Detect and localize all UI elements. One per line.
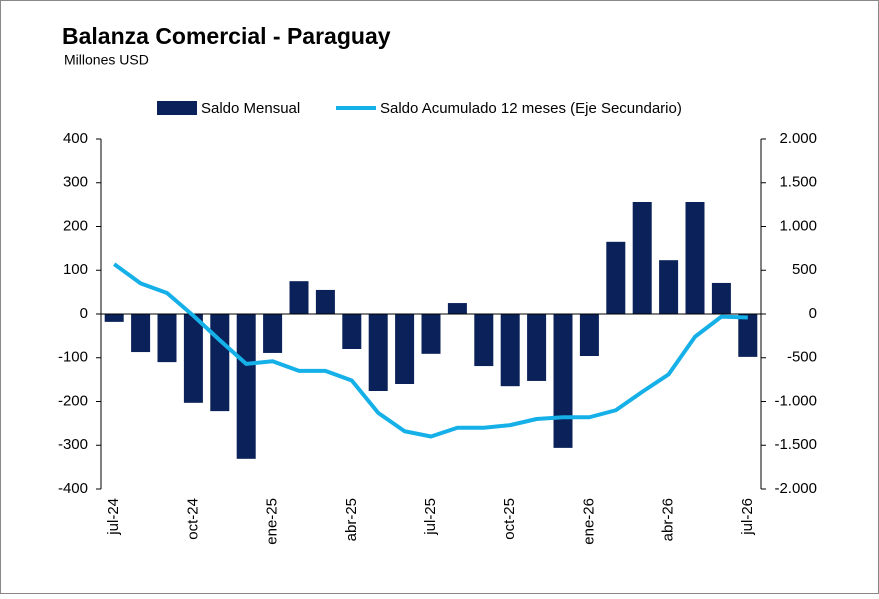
bar <box>659 260 679 314</box>
x-tick-label: oct-24 <box>184 498 201 540</box>
x-tick-label: ene-25 <box>264 498 281 545</box>
y-tick-label: 300 <box>63 174 88 191</box>
bar <box>421 314 441 354</box>
y-tick-label: 100 <box>63 261 88 278</box>
y-tick-label: 400 <box>63 130 88 147</box>
y2-tick-label: -500 <box>787 349 817 366</box>
bar <box>711 282 731 314</box>
bar <box>579 314 599 356</box>
y2-tick-label: 2.000 <box>779 130 817 147</box>
bar <box>157 314 177 363</box>
x-tick-label: abr-25 <box>343 498 360 541</box>
y-tick-label: -300 <box>58 436 88 453</box>
y2-tick-label: -1.500 <box>774 436 817 453</box>
chart-subtitle: Millones USD <box>64 52 149 68</box>
y-tick-label: -400 <box>58 480 88 497</box>
x-tick-label: abr-26 <box>660 498 677 541</box>
bar <box>315 289 335 314</box>
y-tick-label: -100 <box>58 349 88 366</box>
bar <box>210 314 230 412</box>
y2-tick-label: 500 <box>792 261 817 278</box>
y2-tick-label: -1.000 <box>774 392 817 409</box>
bar <box>131 314 151 353</box>
bar <box>236 314 256 459</box>
bar <box>342 314 362 349</box>
bar <box>183 314 203 403</box>
x-tick-label: jul-26 <box>739 498 756 536</box>
y2-tick-label: 0 <box>809 305 817 322</box>
bar <box>474 314 494 367</box>
bar <box>738 314 758 357</box>
bar <box>368 314 388 391</box>
bar <box>632 202 652 314</box>
bar <box>289 281 309 314</box>
y-tick-label: 0 <box>80 305 88 322</box>
x-tick-label: jul-24 <box>105 498 122 536</box>
x-tick-label: jul-25 <box>422 498 439 536</box>
bar <box>447 303 467 314</box>
x-tick-label: oct-25 <box>501 498 518 540</box>
y2-tick-label: -2.000 <box>774 480 817 497</box>
bar <box>606 241 626 314</box>
y2-tick-label: 1.000 <box>779 217 817 234</box>
bar <box>500 314 520 387</box>
x-tick-label: ene-26 <box>580 498 597 545</box>
y2-tick-label: 1.500 <box>779 174 817 191</box>
bar <box>104 314 124 322</box>
y-tick-label: 200 <box>63 217 88 234</box>
bar <box>263 314 283 353</box>
chart-title: Balanza Comercial - Paraguay <box>62 23 391 49</box>
line <box>113 262 748 439</box>
bar <box>553 314 573 448</box>
legend-label: Saldo Mensual <box>201 100 300 117</box>
y-tick-label: -200 <box>58 392 88 409</box>
bar <box>685 202 705 314</box>
bar <box>527 314 547 381</box>
legend-label: Saldo Acumulado 12 meses (Eje Secundario… <box>380 100 682 117</box>
bar <box>395 314 415 384</box>
legend-swatch <box>157 101 197 115</box>
